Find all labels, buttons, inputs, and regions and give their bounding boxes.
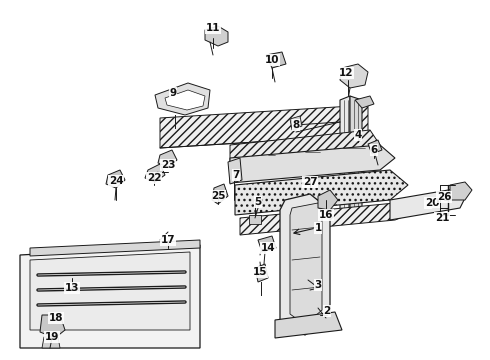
Polygon shape — [258, 236, 276, 252]
Text: 24: 24 — [109, 176, 123, 186]
Text: 13: 13 — [65, 283, 79, 293]
Text: 9: 9 — [170, 88, 176, 98]
Text: 27: 27 — [303, 177, 318, 187]
Text: 5: 5 — [254, 197, 262, 207]
Text: 1: 1 — [315, 223, 321, 233]
Polygon shape — [290, 203, 322, 325]
Text: 21: 21 — [435, 213, 449, 223]
Polygon shape — [266, 52, 286, 68]
Polygon shape — [340, 96, 350, 214]
Text: 12: 12 — [339, 68, 353, 78]
Polygon shape — [368, 140, 382, 154]
Polygon shape — [158, 150, 177, 167]
Polygon shape — [235, 170, 408, 215]
Text: 22: 22 — [147, 173, 161, 183]
Polygon shape — [20, 245, 200, 348]
Polygon shape — [350, 96, 362, 214]
Polygon shape — [255, 264, 268, 282]
Polygon shape — [280, 194, 330, 335]
Polygon shape — [249, 215, 261, 224]
Text: 10: 10 — [265, 55, 279, 65]
Text: 26: 26 — [437, 192, 451, 202]
Text: 3: 3 — [315, 280, 321, 290]
Polygon shape — [42, 337, 60, 348]
Text: 19: 19 — [45, 332, 59, 342]
Text: 6: 6 — [370, 145, 378, 155]
Text: 14: 14 — [261, 243, 275, 253]
Text: 23: 23 — [161, 160, 175, 170]
Polygon shape — [30, 240, 200, 256]
Polygon shape — [230, 130, 380, 173]
Text: 2: 2 — [323, 306, 331, 316]
Text: 4: 4 — [354, 130, 362, 140]
Polygon shape — [155, 83, 210, 115]
Text: 16: 16 — [319, 210, 333, 220]
Polygon shape — [152, 172, 160, 180]
Polygon shape — [275, 312, 342, 338]
Text: 15: 15 — [253, 267, 267, 277]
Polygon shape — [165, 90, 205, 110]
Polygon shape — [230, 145, 395, 183]
Polygon shape — [390, 188, 465, 220]
Polygon shape — [205, 26, 228, 46]
Polygon shape — [290, 116, 302, 130]
Polygon shape — [450, 182, 472, 200]
Text: 8: 8 — [293, 120, 299, 130]
Polygon shape — [106, 170, 125, 188]
Polygon shape — [318, 190, 338, 210]
Polygon shape — [160, 105, 368, 148]
Text: 17: 17 — [161, 235, 175, 245]
Text: 20: 20 — [425, 198, 439, 208]
Polygon shape — [212, 184, 228, 204]
Text: 18: 18 — [49, 313, 63, 323]
Polygon shape — [145, 164, 165, 182]
Text: 7: 7 — [232, 170, 240, 180]
Polygon shape — [40, 315, 65, 338]
Polygon shape — [240, 203, 420, 235]
Polygon shape — [340, 64, 368, 88]
Circle shape — [44, 318, 60, 334]
Polygon shape — [355, 96, 374, 108]
Polygon shape — [228, 158, 242, 184]
Text: 11: 11 — [206, 23, 220, 33]
Text: 25: 25 — [211, 191, 225, 201]
Polygon shape — [30, 252, 190, 330]
